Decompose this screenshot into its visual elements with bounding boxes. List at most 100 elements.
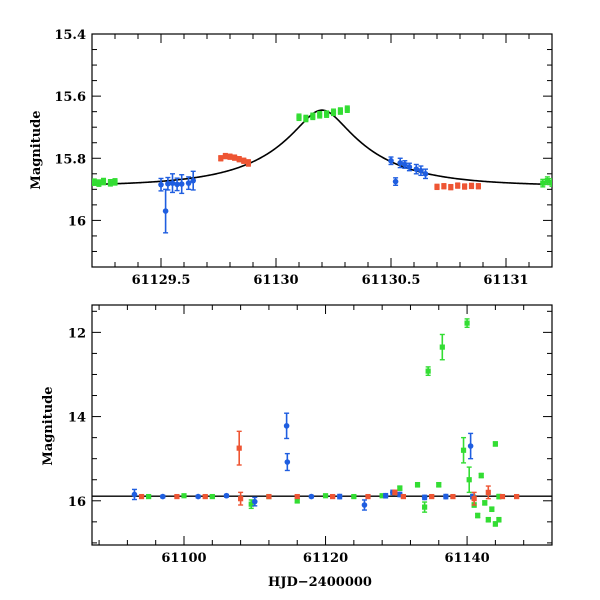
x-tick-label: 61129.5 — [132, 273, 191, 288]
blue-point — [361, 502, 368, 508]
red-point — [236, 156, 242, 162]
red-point — [485, 489, 491, 495]
green-point — [248, 501, 254, 507]
green-point — [466, 477, 472, 483]
green-point — [146, 493, 152, 500]
blue-point — [195, 493, 201, 500]
blue-point — [159, 493, 166, 500]
blue-point — [443, 493, 449, 500]
green-point — [496, 517, 502, 523]
green-point — [330, 109, 337, 115]
y-tick-label: 14 — [68, 411, 86, 426]
y-tick-label: 12 — [68, 326, 86, 341]
red-point — [227, 154, 233, 160]
x-tick-label: 61131 — [483, 273, 528, 288]
green-point — [92, 179, 97, 185]
green-point — [294, 498, 300, 504]
red-point — [434, 184, 440, 190]
x-tick-label: 61100 — [161, 551, 206, 566]
blue-point — [413, 166, 420, 172]
blue-point — [185, 180, 192, 186]
blue-point — [467, 443, 474, 449]
y-tick-label: 16 — [68, 214, 86, 229]
green-point — [489, 506, 495, 512]
red-point — [222, 153, 228, 159]
green-point — [482, 500, 488, 506]
green-point — [96, 180, 102, 186]
green-point — [464, 320, 470, 326]
green-point — [379, 493, 385, 499]
green-point — [485, 517, 491, 523]
blue-point — [131, 491, 138, 498]
green-point — [322, 493, 329, 499]
red-point — [468, 183, 475, 189]
red-point — [462, 183, 468, 190]
red-point — [400, 493, 406, 500]
green-point — [112, 179, 118, 185]
red-point — [475, 183, 481, 189]
green-point — [475, 512, 481, 519]
green-point — [496, 493, 502, 500]
red-point — [232, 155, 238, 161]
plot-frame — [91, 304, 553, 546]
green-point — [303, 115, 309, 122]
red-point — [238, 496, 244, 502]
blue-point — [190, 177, 196, 184]
blue-point — [178, 181, 185, 187]
green-point — [209, 493, 215, 500]
red-point — [138, 493, 145, 500]
green-point — [351, 493, 357, 500]
x-tick-label: 61140 — [444, 551, 489, 566]
red-point — [218, 155, 224, 161]
blue-point — [165, 180, 171, 187]
x-tick-label: 61120 — [303, 551, 348, 566]
red-point — [245, 160, 251, 166]
red-point — [330, 493, 336, 500]
green-point — [310, 113, 316, 119]
red-point — [499, 493, 506, 500]
blue-point — [388, 157, 394, 164]
red-point — [294, 493, 300, 500]
plot-area — [92, 105, 552, 234]
green-point — [492, 441, 498, 447]
blue-point — [406, 164, 413, 170]
red-point — [448, 184, 454, 190]
green-point — [540, 180, 546, 186]
y-tick-label: 15.8 — [54, 152, 86, 167]
green-point — [100, 178, 107, 185]
green-point — [549, 179, 552, 186]
blue-point — [284, 459, 291, 465]
bottom-panel: 61100 61120 61140 12 14 16 — [68, 304, 553, 566]
blue-point — [397, 160, 404, 166]
red-point — [236, 445, 242, 451]
blue-point — [308, 493, 315, 500]
blue-point — [283, 423, 290, 429]
green-point — [337, 108, 343, 114]
red-point — [392, 489, 398, 495]
green-point — [492, 521, 498, 527]
x-tick-label: 61130.5 — [362, 273, 421, 288]
red-point — [365, 493, 371, 500]
plot-area — [92, 318, 552, 527]
blue-point — [418, 167, 424, 174]
green-point — [317, 112, 323, 118]
red-point — [266, 493, 272, 500]
green-point — [439, 344, 445, 350]
green-point — [181, 493, 187, 499]
blue-point — [223, 492, 230, 499]
blue-point — [169, 180, 176, 186]
green-point — [397, 485, 403, 491]
green-point — [478, 472, 484, 479]
blue-point — [158, 181, 164, 188]
blue-point — [422, 171, 429, 177]
green-point — [425, 368, 431, 374]
x-tick-label: 61130 — [253, 273, 298, 288]
y-tick-label: 15.4 — [54, 28, 86, 43]
model-curve — [92, 109, 552, 186]
green-point — [296, 114, 302, 120]
red-point — [450, 493, 456, 500]
blue-point — [402, 161, 408, 168]
bottom-x-axis-label: HJD−2400000 — [268, 575, 372, 590]
red-point — [429, 493, 435, 500]
red-point — [514, 493, 520, 500]
